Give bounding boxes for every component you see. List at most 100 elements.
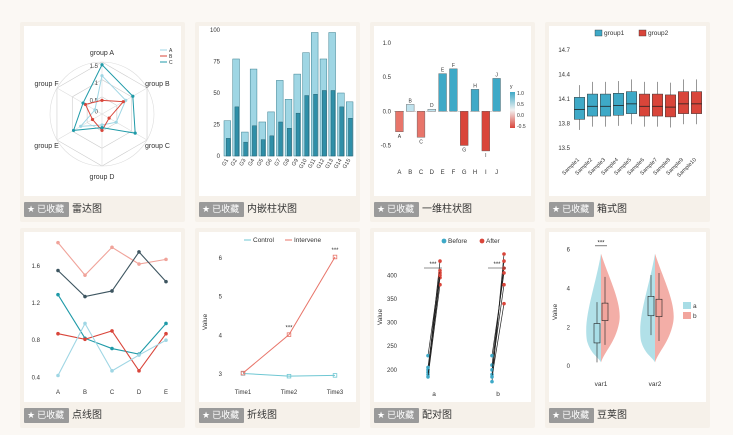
x-tick-label: G6 [265, 158, 274, 167]
favorite-badge[interactable]: ★ 已收藏 [24, 202, 70, 217]
favorite-badge[interactable]: ★ 已收藏 [549, 202, 595, 217]
bar [449, 68, 458, 112]
before-point [426, 375, 430, 379]
bar-label: D [430, 103, 434, 109]
radar-point [79, 124, 83, 128]
radar-tick: 0 [95, 109, 99, 115]
pair-line [427, 275, 441, 368]
x-tick-label: G4 [247, 158, 256, 167]
after-point [438, 259, 442, 263]
star-icon: ★ [202, 410, 211, 420]
bar-inner [243, 141, 248, 157]
x-tick-label: B [408, 170, 412, 176]
before-point [426, 365, 430, 370]
significance: *** [597, 240, 605, 246]
bar-inner [313, 94, 318, 157]
x-tick-label: E [164, 390, 168, 396]
radar-point [83, 102, 88, 107]
bar-label: F [452, 63, 455, 69]
x-tick-label: J [495, 170, 498, 176]
card-title: 折线图 [247, 410, 277, 421]
chart-paired: 400 350 300 250 200 Value Before After *** a *** b [374, 232, 531, 402]
point [110, 346, 114, 351]
bar-inner [269, 135, 274, 157]
chart-dotline: 1.6 1.2 0.8 0.4 A B C D E [24, 232, 181, 402]
radar-point [100, 98, 104, 102]
y-tick-label: 25 [213, 123, 220, 129]
significance: *** [285, 326, 293, 332]
x-tick-label: G1 [221, 158, 230, 167]
x-tick-label: var1 [595, 381, 608, 388]
card-dotline[interactable]: 1.6 1.2 0.8 0.4 A B C D E ★ 已收藏 点线图 [20, 228, 185, 428]
y-axis-label: Value [377, 309, 384, 326]
card-line[interactable]: 6 5 4 3 Value Control Intervene *** *** Time1 Time… [195, 228, 360, 428]
favorite-badge[interactable]: ★ 已收藏 [199, 202, 245, 217]
bar-inner [322, 90, 327, 157]
after-point [502, 259, 506, 263]
x-tick-label: I [485, 170, 487, 176]
box [587, 93, 598, 117]
point [286, 373, 292, 379]
bar [416, 111, 426, 138]
x-tick-label: G12 [316, 158, 326, 170]
card-violin[interactable]: 6 4 2 0 Value var1 var2 *** a b ★ 已收藏 豆荚图 [545, 228, 710, 428]
bar [438, 73, 447, 112]
favorite-badge[interactable]: ★ 已收藏 [24, 408, 70, 423]
y-tick-label: 0.4 [32, 375, 41, 381]
favorite-badge[interactable]: ★ 已收藏 [199, 408, 245, 423]
y-tick-label: 0 [567, 364, 571, 370]
bar [427, 109, 436, 112]
box-a [593, 323, 601, 344]
favorite-badge[interactable]: ★ 已收藏 [374, 202, 420, 217]
box-b [655, 298, 663, 318]
radar-point [131, 94, 135, 98]
x-tick-label: G11 [307, 158, 317, 170]
x-tick-label: G7 [274, 158, 283, 167]
favorite-badge[interactable]: ★ 已收藏 [549, 408, 595, 423]
x-tick-label: G13 [324, 158, 334, 170]
star-icon: ★ [552, 410, 561, 420]
legend-title: y [510, 84, 513, 90]
legend-swatch [594, 29, 603, 37]
bar [406, 104, 415, 112]
bar [492, 78, 501, 112]
card-radar[interactable]: group A group B group C group D group E group… [20, 22, 185, 222]
card-paired[interactable]: 400 350 300 250 200 Value Before After *** a *** b … [370, 228, 535, 428]
legend-gradient [510, 92, 515, 128]
radar-point [124, 98, 128, 102]
y-tick-label: 0.0 [383, 109, 392, 115]
y-tick-label: 6 [219, 256, 223, 262]
card-box[interactable]: 14.7 14.4 14.1 13.8 13.5 group1 group2 Sample1 S… [545, 22, 710, 222]
pair-line [491, 303, 505, 377]
box [626, 91, 637, 114]
y-tick-label: 50 [213, 91, 220, 97]
series-line [242, 256, 336, 374]
point [56, 292, 60, 297]
radar-axis-label: group C [145, 143, 170, 150]
y-tick-label: 14.7 [558, 48, 570, 54]
point [56, 331, 60, 336]
card-inset-bar[interactable]: 0 25 50 75 100 G1 G2 G3 G4 G5 G6 G7 G8 G9 G10 G11 G12 G13… [195, 22, 360, 222]
x-tick-label: Time1 [235, 390, 252, 396]
favorite-badge[interactable]: ★ 已收藏 [374, 408, 420, 423]
pair-line [491, 272, 505, 356]
radar-point [100, 74, 104, 78]
x-tick-label: G5 [256, 158, 265, 167]
x-tick-label: F [452, 170, 456, 176]
y-tick-label: 1.0 [383, 41, 392, 47]
point [110, 329, 114, 333]
y-tick-label: 3 [219, 372, 223, 378]
bar [460, 111, 469, 146]
radar-point [121, 100, 125, 104]
bar-label: J [495, 72, 498, 78]
pair-line [427, 284, 441, 377]
bar-inner [225, 138, 231, 157]
radar-axis-label: group B [145, 81, 170, 88]
legend-swatch [683, 302, 691, 309]
bar-inner [339, 106, 344, 157]
radar-point [133, 131, 137, 135]
legend-label: C [169, 60, 173, 66]
star-icon: ★ [377, 410, 386, 420]
bar-inner [260, 139, 266, 157]
